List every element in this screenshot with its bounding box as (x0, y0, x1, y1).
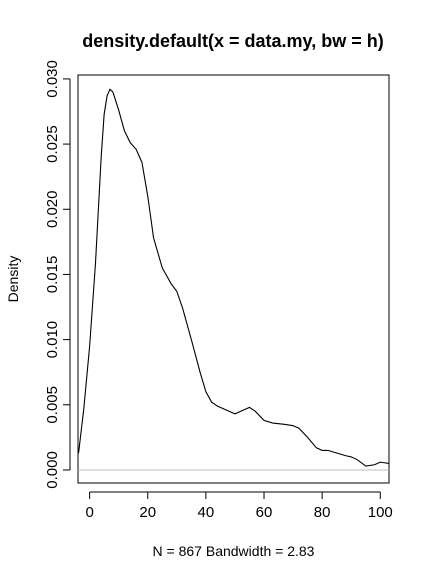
x-tick-label: 20 (139, 504, 156, 521)
x-tick-label: 0 (85, 504, 93, 521)
x-axis: 0 20 40 60 80 100 (85, 491, 393, 521)
y-tick-label: 0.015 (44, 256, 61, 294)
y-axis-label: Density (5, 256, 21, 303)
y-tick-label: 0.005 (44, 386, 61, 424)
y-tick-label: 0.025 (44, 125, 61, 163)
density-curve (78, 88, 390, 467)
x-axis-label: N = 867 Bandwidth = 2.83 (153, 543, 315, 559)
y-tick-label: 0.030 (44, 60, 61, 98)
plot-frame (77, 74, 390, 484)
y-tick-label: 0.000 (44, 451, 61, 489)
x-tick-label: 60 (256, 504, 273, 521)
x-tick-label: 80 (314, 504, 331, 521)
x-tick-label: 100 (368, 504, 393, 521)
y-axis: 0.000 0.005 0.010 0.015 0.020 0.025 0.030 (44, 60, 71, 489)
y-tick-label: 0.010 (44, 321, 61, 359)
chart-title: density.default(x = data.my, bw = h) (82, 31, 383, 51)
y-tick-label: 0.020 (44, 190, 61, 228)
x-tick-label: 40 (198, 504, 215, 521)
